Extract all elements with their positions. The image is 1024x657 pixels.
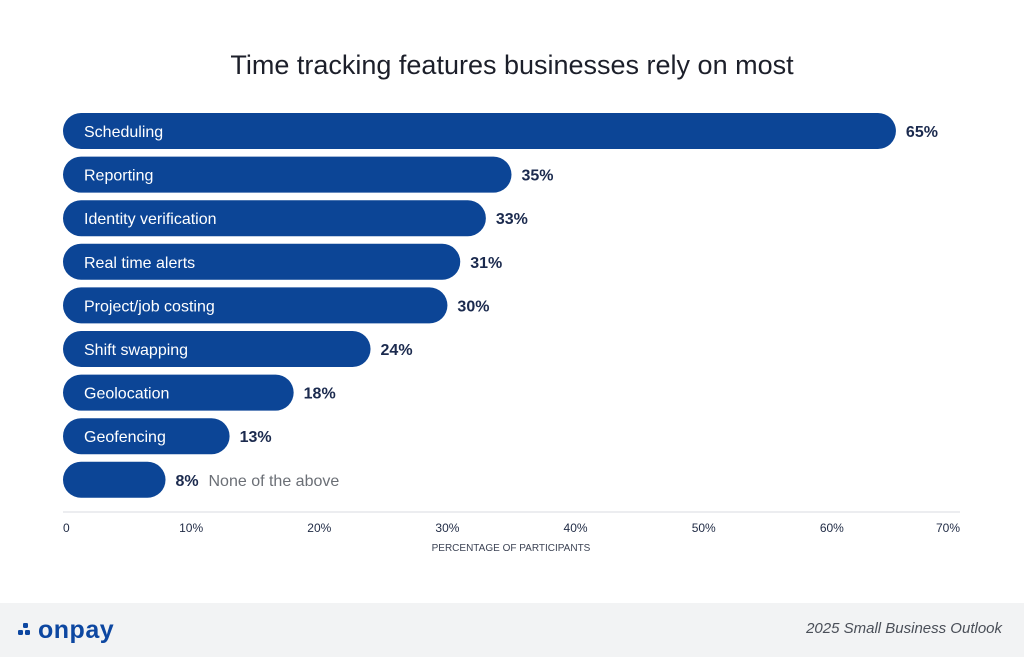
footer-caption: 2025 Small Business Outlook [806,620,1002,637]
bar-value-label: 33% [496,211,528,228]
x-tick-label: 20% [307,521,331,535]
bar [63,113,896,149]
footer: onpay 2025 Small Business Outlook [0,603,1024,657]
bar-value-label: 31% [470,255,502,272]
bar [63,243,461,280]
bar-value-label: 8% [176,473,199,490]
x-tick-label: 30% [435,521,459,535]
bar-chart: 65% Scheduling 35% Reporting 33% Identity ver… [63,113,960,554]
bar [63,374,294,411]
bar-value-label: 65% [906,124,938,141]
category-label: Real time alerts [84,255,195,272]
bar-value-label: 30% [457,298,489,315]
bar [63,461,166,498]
logo-dots-icon [18,623,30,635]
category-label: None of the above [209,473,340,490]
category-label: Geolocation [84,386,169,403]
x-tick-label: 0 [63,521,70,535]
bar-value-label: 13% [240,429,272,446]
bar [63,200,486,237]
bar [63,331,371,367]
x-tick-label: 10% [179,521,203,535]
category-label: Scheduling [84,124,163,141]
bar [63,156,512,193]
bar [63,418,230,455]
category-label: Geofencing [84,429,166,446]
category-label: Identity verification [84,211,217,228]
chart-title: Time tracking features businesses rely o… [230,50,794,80]
category-label: Reporting [84,168,153,185]
category-label: Shift swapping [84,342,188,359]
bar-value-label: 18% [304,386,336,403]
x-tick-label: 40% [564,521,588,535]
x-tick-label: 60% [820,521,844,535]
bar [63,287,448,324]
x-tick-label: 70% [936,521,960,535]
bar-value-label: 24% [381,342,413,359]
x-axis-title: PERCENTAGE OF PARTICIPANTS [432,543,591,554]
bar-value-label: 35% [522,168,554,185]
onpay-logo: onpay [18,616,114,644]
category-label: Project/job costing [84,298,215,315]
x-tick-label: 50% [692,521,716,535]
brand-name: onpay [38,615,115,644]
